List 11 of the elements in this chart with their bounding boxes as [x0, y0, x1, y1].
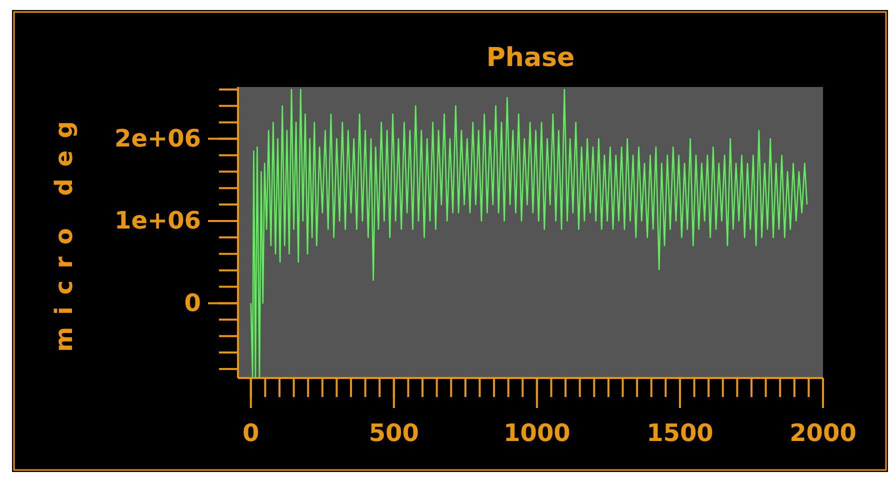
line-series — [250, 88, 808, 378]
y-axis-title: micro deg — [50, 109, 78, 352]
x-tick-label: 2000 — [790, 419, 856, 448]
y-tick-label: 1e+06 — [114, 206, 201, 235]
x-tick-label: 1000 — [504, 419, 570, 448]
y-tick-label: 2e+06 — [114, 124, 201, 152]
x-tick-label: 1500 — [646, 419, 714, 448]
chart-title: Phase — [486, 43, 575, 73]
x-tick-label: 0 — [242, 419, 260, 448]
y-tick-label: 0 — [184, 288, 201, 317]
x-tick-label: 500 — [368, 419, 419, 448]
